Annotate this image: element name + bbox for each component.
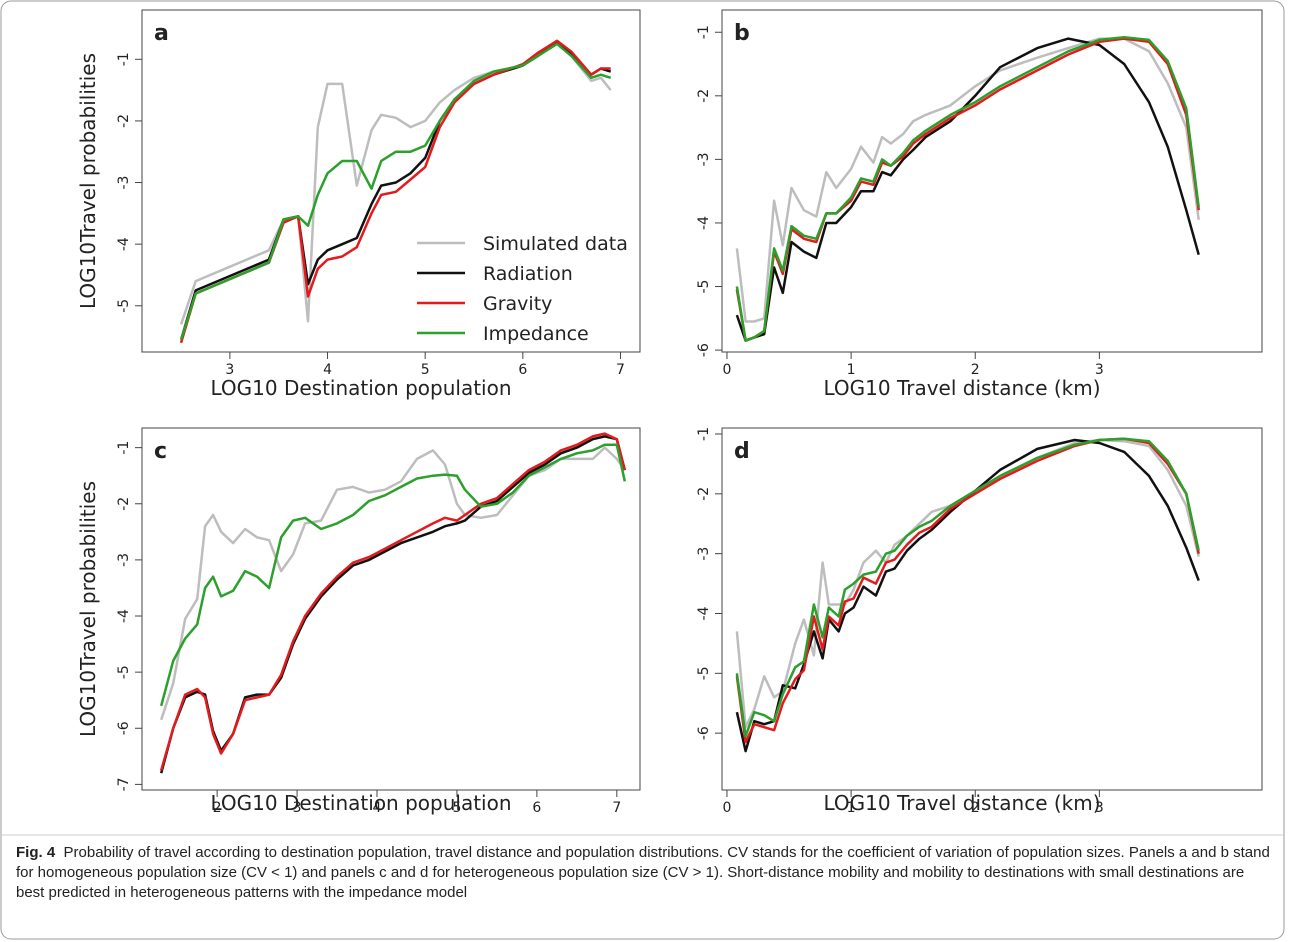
y-tick-label: -6 (696, 726, 712, 740)
series-line (159, 443, 627, 707)
caption: Fig. 4 Probability of travel according t… (16, 843, 1271, 903)
series-line (160, 446, 626, 721)
y-tick-label: -6 (116, 721, 132, 735)
y-axis-title: LOG10Travel probabilities (76, 481, 100, 737)
legend-label: Impedance (483, 323, 589, 345)
caption-label: Fig. 4 (16, 844, 56, 861)
x-tick-label: 0 (723, 362, 732, 378)
plot-frame (721, 427, 1263, 791)
y-tick-label: -1 (696, 427, 712, 441)
panel-label: b (734, 21, 750, 46)
plot-frame (141, 9, 641, 353)
legend-label: Gravity (483, 293, 552, 315)
x-axis-title: LOG10 Travel distance (km) (823, 376, 1100, 400)
series-line (735, 438, 1200, 729)
series-line (735, 438, 1200, 753)
x-axis-title: LOG10 Destination population (210, 376, 511, 400)
y-tick-label: -1 (116, 52, 132, 66)
y-tick-label: -5 (116, 665, 132, 679)
legend-label: Simulated data (483, 233, 628, 255)
x-tick-label: 6 (518, 362, 527, 378)
series-line (735, 37, 1200, 342)
y-tick-label: -3 (116, 176, 132, 190)
y-tick-label: -2 (116, 497, 132, 511)
x-tick-label: 5 (452, 800, 461, 816)
plot-frame (721, 9, 1263, 353)
x-tick-label: 5 (421, 362, 430, 378)
series-line (735, 37, 1200, 342)
y-tick-label: -2 (116, 114, 132, 128)
x-axis-title: LOG10 Destination population (210, 791, 511, 815)
y-tick-label: -6 (696, 343, 712, 357)
series-line (735, 437, 1200, 744)
x-tick-label: 3 (1095, 800, 1104, 816)
panel-label: d (734, 439, 750, 464)
y-tick-label: -2 (696, 89, 712, 103)
series-line (179, 42, 612, 341)
y-tick-label: -4 (116, 237, 132, 251)
x-tick-label: 2 (971, 800, 980, 816)
x-tick-label: 4 (373, 800, 382, 816)
x-tick-label: 6 (532, 800, 541, 816)
caption-text: Probability of travel according to desti… (16, 844, 1270, 901)
x-tick-label: 7 (612, 800, 621, 816)
series-line (159, 435, 627, 774)
plot-frame (141, 427, 641, 791)
y-tick-label: -3 (696, 547, 712, 561)
series-line (735, 437, 1200, 738)
series-line (179, 39, 611, 344)
x-tick-label: 7 (616, 362, 625, 378)
x-tick-label: 2 (213, 800, 222, 816)
x-tick-label: 0 (723, 800, 732, 816)
y-tick-label: -7 (116, 777, 132, 791)
y-tick-label: -1 (116, 441, 132, 455)
series-line (735, 37, 1200, 323)
y-tick-label: -4 (116, 609, 132, 623)
panel-label: c (154, 439, 167, 464)
x-tick-label: 1 (847, 362, 856, 378)
legend-label: Radiation (483, 263, 573, 285)
y-tick-label: -4 (696, 606, 712, 620)
y-tick-label: -4 (696, 216, 712, 230)
x-tick-label: 3 (225, 362, 234, 378)
x-tick-label: 4 (323, 362, 332, 378)
y-tick-label: -5 (116, 299, 132, 313)
series-line (735, 36, 1200, 342)
x-tick-label: 3 (1095, 362, 1104, 378)
panel-label: a (154, 21, 169, 46)
y-tick-label: -2 (696, 487, 712, 501)
x-tick-label: 3 (293, 800, 302, 816)
y-axis-title: LOG10Travel probabilities (76, 53, 100, 309)
y-tick-label: -3 (696, 152, 712, 166)
x-tick-label: 2 (971, 362, 980, 378)
y-tick-label: -5 (696, 280, 712, 294)
y-tick-label: -3 (116, 553, 132, 567)
x-axis-title: LOG10 Travel distance (km) (823, 791, 1100, 815)
series-line (159, 432, 627, 771)
x-tick-label: 1 (847, 800, 856, 816)
y-tick-label: -5 (696, 666, 712, 680)
y-tick-label: -1 (696, 25, 712, 39)
